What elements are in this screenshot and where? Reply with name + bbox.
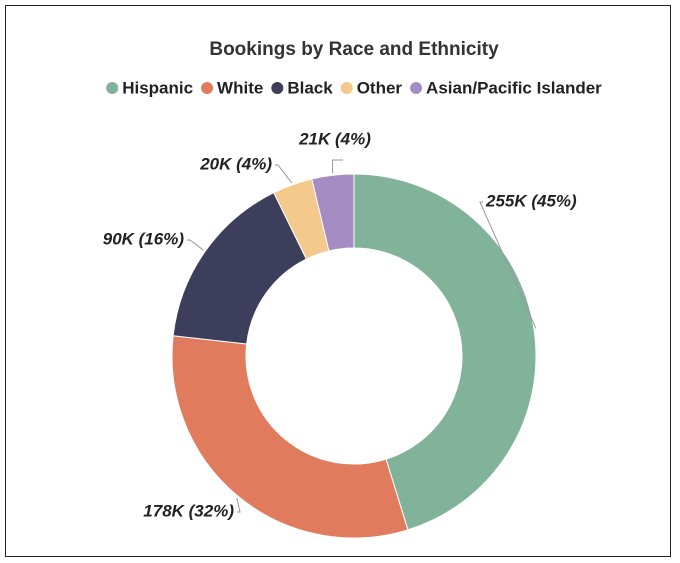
legend-swatch — [271, 82, 284, 94]
legend-label: Asian/Pacific Islander — [426, 78, 602, 97]
data-label: 178K (32%) — [143, 501, 234, 520]
data-label: 20K (4%) — [199, 154, 272, 173]
donut-slice — [353, 173, 537, 531]
legend-label: Other — [357, 78, 403, 97]
leader-line — [236, 497, 241, 513]
donut-slice — [171, 335, 409, 539]
leader-line — [275, 164, 293, 184]
legend-label: Black — [287, 78, 333, 97]
donut-slice — [311, 173, 355, 252]
legend-label: White — [217, 78, 263, 97]
leader-line — [187, 239, 204, 251]
legend-swatch — [340, 82, 353, 94]
data-label: 255K (45%) — [485, 191, 577, 210]
legend-label: Hispanic — [122, 78, 193, 97]
leader-line — [332, 159, 343, 174]
legend-swatch — [201, 82, 214, 94]
data-label: 90K (16%) — [103, 229, 185, 248]
legend-swatch — [106, 82, 119, 94]
data-label: 21K (4%) — [298, 129, 371, 148]
leader-line — [479, 201, 537, 329]
chart-title: Bookings by Race and Ethnicity — [209, 39, 499, 60]
legend-swatch — [410, 82, 423, 94]
